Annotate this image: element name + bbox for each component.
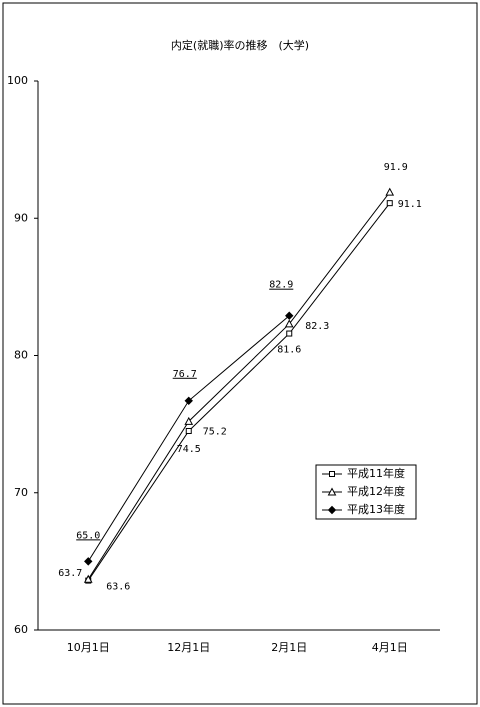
legend-label: 平成13年度 [347,502,405,516]
point [284,319,294,328]
point [83,574,93,583]
legend-label: 平成11年度 [347,466,405,480]
x-tick-label: 12月1日 [167,641,210,654]
point [286,330,293,337]
data-label: 63.6 [106,582,130,593]
point [327,487,337,496]
y-tick-label: 60 [14,623,28,636]
data-label: 65.0 [76,530,100,541]
y-tick-label: 80 [14,349,28,362]
series-line [87,202,391,581]
x-tick-label: 2月1日 [271,641,307,654]
point [329,471,335,477]
data-label: 75.2 [203,426,227,437]
data-label: 63.7 [58,568,82,579]
point [184,416,194,425]
data-label: 81.6 [277,345,301,356]
chart-title: 内定(就職)率の推移 (大学) [171,38,309,52]
y-tick-label: 70 [14,486,28,499]
point [327,505,337,515]
point [185,427,192,434]
point [285,311,294,320]
data-label: 82.3 [305,321,329,332]
point [184,396,193,405]
data-label: 76.7 [173,369,197,380]
x-tick-label: 4月1日 [372,641,408,654]
data-label: 91.1 [398,199,422,210]
point [84,557,93,566]
y-tick-label: 100 [7,74,28,87]
data-label: 74.5 [177,444,201,455]
point [386,200,393,207]
series-line [87,191,391,580]
data-label: 82.9 [269,280,293,291]
x-tick-label: 10月1日 [67,641,110,654]
y-tick-label: 90 [14,211,28,224]
point [385,187,395,196]
legend-label: 平成12年度 [347,484,405,498]
data-label: 91.9 [384,162,408,173]
